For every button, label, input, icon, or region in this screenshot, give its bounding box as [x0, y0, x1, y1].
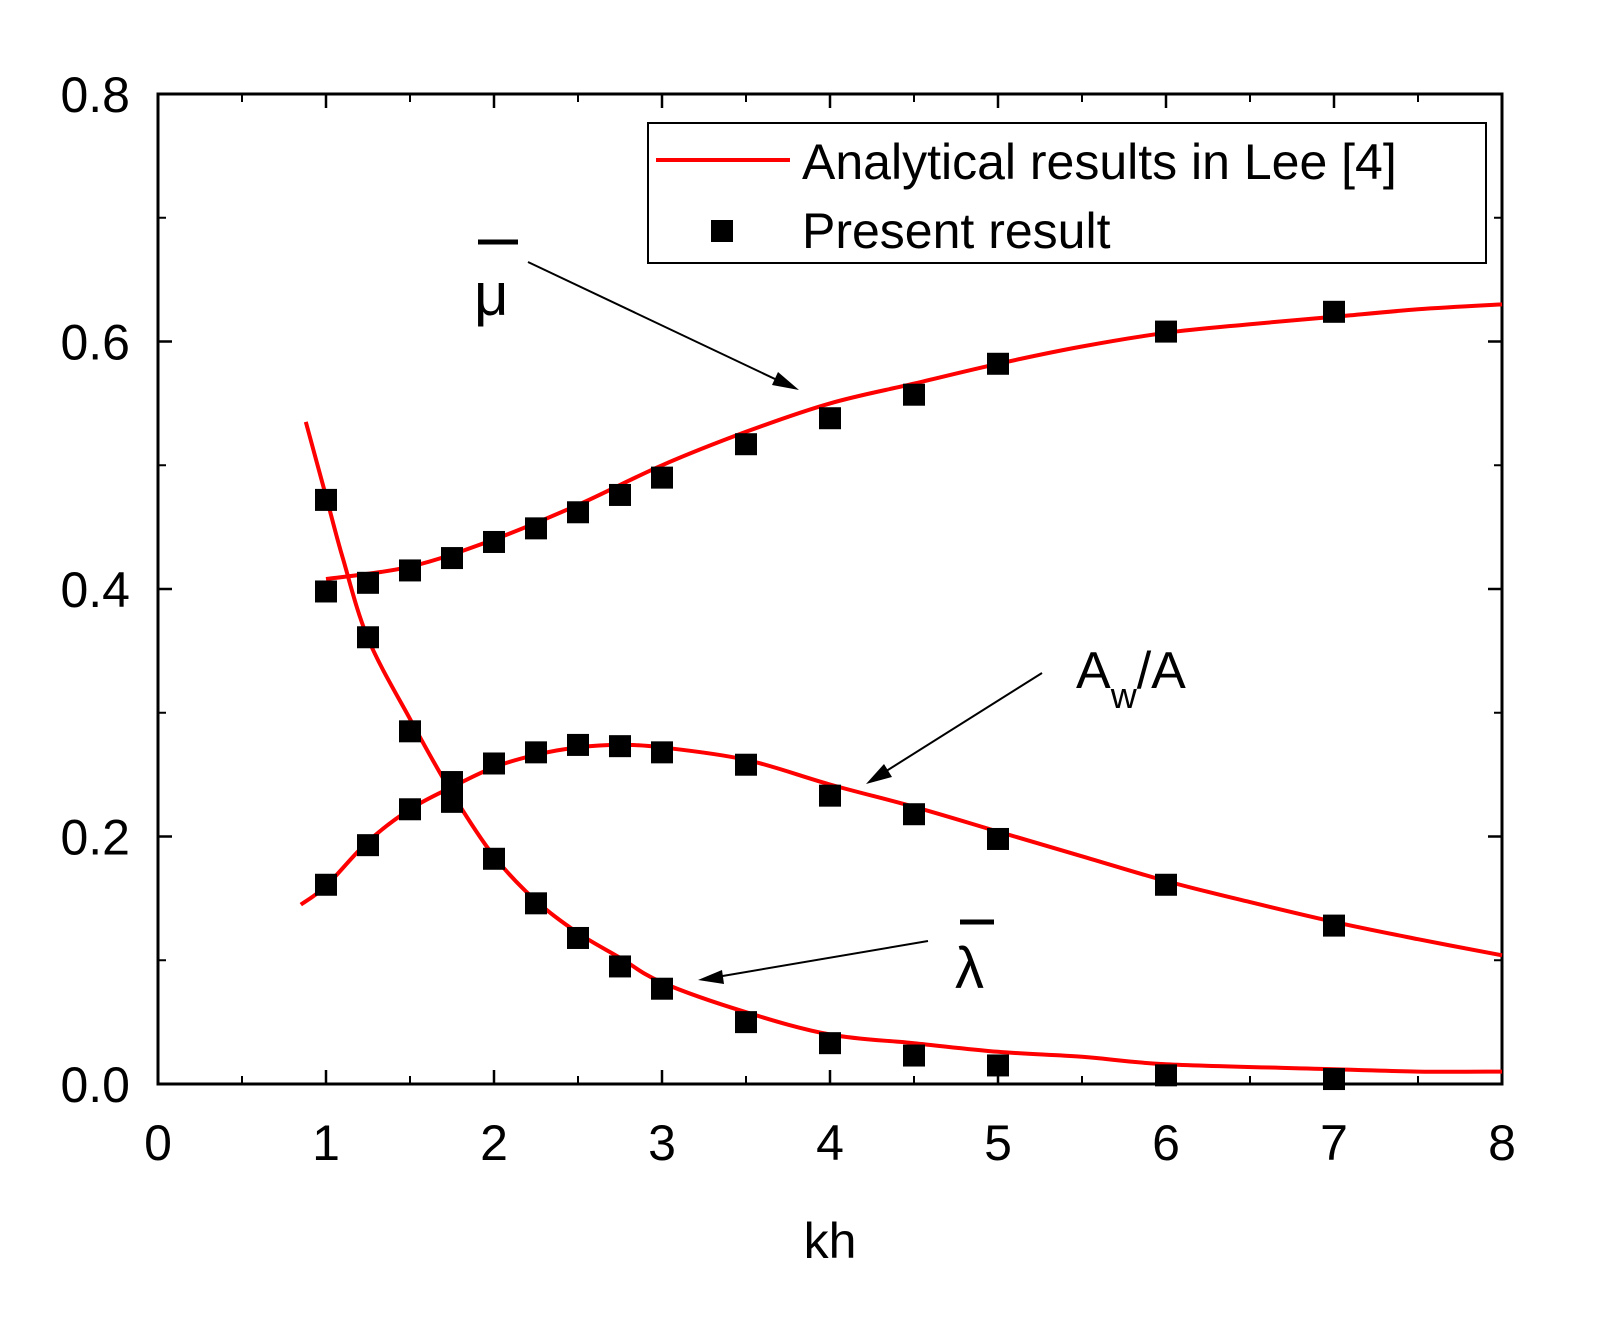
mu-arrow — [527, 261, 795, 389]
legend-entry-analytical: Analytical results in Lee [4] — [802, 134, 1397, 190]
lambda-label: λ — [955, 936, 984, 1001]
mu-present-point — [357, 571, 379, 594]
legend-box — [647, 122, 1487, 264]
mu-present-point — [1323, 300, 1345, 323]
mu-present-point — [609, 483, 631, 506]
x-tick-labels: 0 1 2 3 4 5 6 7 8 — [144, 1115, 1516, 1171]
axis-ticks — [156, 92, 1504, 1086]
aw-present-point — [483, 752, 505, 775]
mu-present-point — [315, 580, 337, 603]
mu-present-point — [651, 466, 673, 489]
aw-present-point — [651, 741, 673, 764]
aw-label: Aw/A — [1076, 642, 1186, 716]
lambda-present-point — [525, 892, 547, 915]
mu-present-point — [399, 559, 421, 582]
aw-present-point — [1323, 914, 1345, 937]
x-tick-label: 2 — [480, 1115, 508, 1171]
mu-present-point — [819, 407, 841, 430]
lambda-present-point — [735, 1011, 757, 1034]
lambda-present-point — [567, 926, 589, 949]
mu-present-point — [483, 530, 505, 553]
x-axis-title: kh — [804, 1213, 857, 1269]
y-tick-label: 0.4 — [60, 562, 130, 618]
lambda-annotation: λ — [698, 919, 994, 1001]
mu-present-point — [441, 547, 463, 570]
aw-present-point — [315, 873, 337, 896]
y-tick-label: 0.6 — [60, 315, 130, 371]
series-lines — [299, 302, 1503, 1074]
y-tick-label: 0.0 — [60, 1057, 130, 1113]
x-tick-label: 5 — [984, 1115, 1012, 1171]
series-points — [315, 300, 1345, 1091]
lambda-present-point — [441, 790, 463, 813]
aw-present-point — [525, 741, 547, 764]
lambda-present-point — [399, 720, 421, 743]
mu-present-point — [987, 352, 1009, 375]
lambda-present-point — [1155, 1064, 1177, 1087]
lambda-arrow — [704, 940, 929, 980]
lambda-analytical-line — [303, 421, 1503, 1074]
aw-present-point — [1155, 873, 1177, 896]
lambda-present-point — [357, 626, 379, 649]
lambda-present-point — [903, 1044, 925, 1067]
mu-present-point — [903, 383, 925, 406]
mu-present-point — [735, 433, 757, 456]
legend-square-swatch — [711, 220, 733, 242]
mu-present-point — [525, 517, 547, 540]
lambda-present-point — [1323, 1068, 1345, 1091]
x-tick-label: 0 — [144, 1115, 172, 1171]
mu-present-point — [1155, 320, 1177, 343]
x-tick-label: 7 — [1320, 1115, 1348, 1171]
aw-label-sub: w — [1110, 675, 1138, 716]
lambda-present-point — [609, 955, 631, 978]
x-tick-label: 4 — [816, 1115, 844, 1171]
aw-present-point — [735, 753, 757, 776]
lambda-present-point — [819, 1032, 841, 1055]
x-tick-label: 8 — [1488, 1115, 1516, 1171]
lambda-present-point — [315, 488, 337, 511]
aw-annotation: Aw/A — [866, 642, 1186, 784]
legend-entry-present: Present result — [802, 203, 1111, 259]
legend: Analytical results in Lee [4] Present re… — [647, 122, 1487, 264]
lambda-arrow-head — [698, 970, 724, 984]
mu-present-point — [567, 501, 589, 524]
x-tick-label: 6 — [1152, 1115, 1180, 1171]
aw-present-point — [399, 798, 421, 821]
aw-label-rest: /A — [1137, 642, 1186, 700]
mu-analytical-line — [325, 302, 1503, 582]
aw-arrow — [871, 672, 1043, 781]
mu-label: μ — [474, 261, 509, 328]
y-tick-label: 0.2 — [60, 810, 130, 866]
mu-annotation: μ — [474, 239, 799, 390]
aw-present-point — [819, 784, 841, 807]
aw-present-point — [903, 803, 925, 826]
aw-present-point — [987, 827, 1009, 850]
y-tick-labels: 0.0 0.2 0.4 0.6 0.8 — [60, 67, 130, 1113]
lambda-present-point — [987, 1054, 1009, 1077]
aw-present-point — [441, 771, 463, 794]
aw-present-point — [357, 834, 379, 857]
mu-arrow-head — [772, 372, 799, 390]
lambda-present-point — [651, 977, 673, 1000]
aw-present-point — [609, 735, 631, 758]
x-tick-label: 3 — [648, 1115, 676, 1171]
aw-arrow-head — [866, 764, 892, 784]
aw-analytical-line — [299, 742, 1503, 958]
y-tick-label: 0.8 — [60, 67, 130, 123]
x-tick-label: 1 — [312, 1115, 340, 1171]
aw-present-point — [567, 733, 589, 756]
lambda-present-point — [483, 847, 505, 870]
aw-label-main: A — [1076, 642, 1111, 700]
